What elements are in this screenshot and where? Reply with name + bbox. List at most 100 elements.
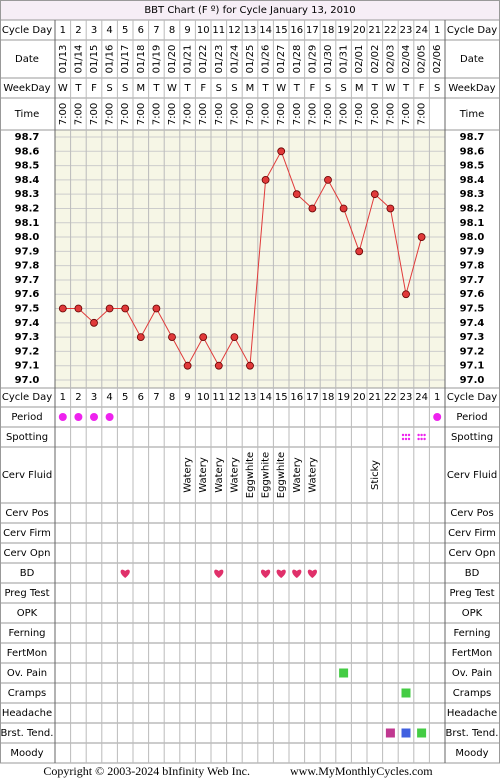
- time: 7:00: [401, 103, 412, 125]
- weekday: S: [106, 83, 112, 94]
- row-label: Date: [460, 54, 484, 65]
- row-label: Cycle Day: [447, 25, 497, 36]
- period-dot: [58, 413, 67, 421]
- weekday: F: [310, 83, 316, 94]
- cycle-day: 16: [290, 25, 303, 36]
- spot: [401, 433, 405, 437]
- weekday: M: [136, 83, 145, 94]
- date: 01/29: [307, 45, 318, 74]
- weekday: T: [152, 83, 160, 94]
- cycle-day: 3: [91, 25, 97, 36]
- cycle-day: 7: [153, 392, 159, 403]
- temp-point: [214, 361, 223, 370]
- date: 01/23: [214, 45, 225, 74]
- cycle-day: 21: [368, 25, 381, 36]
- row-label: Cerv Fluid: [447, 470, 497, 481]
- date: 01/28: [292, 45, 303, 74]
- cycle-day: 1: [60, 25, 66, 36]
- row-label: Spotting: [451, 432, 493, 443]
- spot: [423, 437, 426, 441]
- date: 02/06: [432, 45, 443, 74]
- weekday: T: [262, 83, 270, 94]
- row-label: OPK: [17, 608, 38, 619]
- row-label: Ferning: [8, 628, 45, 639]
- row-label: FertMon: [452, 648, 492, 659]
- weekday: T: [293, 83, 301, 94]
- temp-point: [152, 304, 161, 313]
- bd-heart: [260, 569, 271, 578]
- time: 7:00: [151, 103, 162, 125]
- weekday: S: [122, 83, 128, 94]
- chart-title: BBT Chart (F º) for Cycle January 13, 20…: [144, 5, 355, 16]
- temp-point: [58, 304, 67, 313]
- temp-point: [168, 333, 176, 342]
- time: 7:00: [323, 103, 334, 125]
- row-label: BD: [465, 568, 480, 579]
- row-label: Time: [14, 109, 39, 120]
- time: 7:00: [58, 103, 69, 125]
- y-tick-label: 97.1: [15, 361, 40, 372]
- cycle-day: 20: [353, 25, 366, 36]
- row-label: Cerv Opn: [449, 548, 496, 559]
- date: 02/03: [385, 45, 396, 74]
- weekday: S: [434, 83, 440, 94]
- time: 7:00: [417, 103, 428, 125]
- temp-point: [308, 204, 317, 213]
- y-tick-label: 97.3: [15, 332, 40, 343]
- row-label: Period: [11, 412, 42, 423]
- time: 7:00: [183, 103, 194, 125]
- row-label: Cerv Opn: [4, 548, 51, 559]
- weekday: M: [355, 83, 364, 94]
- date: 02/05: [417, 45, 428, 74]
- temp-point: [105, 304, 114, 313]
- cycle-day: 23: [400, 25, 413, 36]
- cycle-day: 14: [259, 25, 272, 36]
- footer-url[interactable]: www.MyMonthlyCycles.com: [290, 764, 433, 778]
- temp-point: [246, 361, 254, 370]
- time: 7:00: [385, 103, 396, 125]
- cycle-day: 2: [75, 25, 81, 36]
- row-label: Moody: [455, 748, 488, 759]
- time: 7:00: [136, 103, 147, 125]
- date: 01/20: [167, 45, 178, 74]
- row-label: Headache: [447, 708, 497, 719]
- date: 01/17: [120, 45, 131, 74]
- temp-point: [292, 190, 301, 199]
- weekday: F: [419, 83, 425, 94]
- row-label: Brst. Tend.: [446, 728, 499, 739]
- date: 01/24: [229, 45, 240, 74]
- spotting: [417, 433, 426, 441]
- temp-point: [230, 333, 239, 342]
- spot: [404, 433, 408, 437]
- cycle-day: 24: [415, 392, 428, 403]
- temp-point: [136, 333, 145, 342]
- weekday: W: [167, 83, 177, 94]
- cycle-day: 16: [290, 392, 303, 403]
- period-dot: [74, 413, 83, 421]
- row-label: WeekDay: [3, 83, 50, 94]
- cycle-day: 4: [106, 392, 112, 403]
- date: 01/31: [339, 45, 350, 74]
- spot: [417, 437, 420, 441]
- row-label: BD: [20, 568, 35, 579]
- y-tick-label: 97.0: [460, 375, 485, 386]
- cerv-fluid: Watery: [183, 457, 194, 493]
- cerv-fluid: Sticky: [370, 460, 381, 490]
- row-label: Preg Test: [449, 588, 494, 599]
- temp-area: [55, 130, 445, 388]
- row-label: Ov. Pain: [452, 668, 492, 679]
- cycle-day: 21: [368, 392, 381, 403]
- period-dot: [105, 413, 114, 421]
- temp-point: [277, 147, 286, 156]
- y-tick-label: 98.2: [460, 203, 485, 214]
- temp-point: [90, 318, 98, 327]
- row-label: Cycle Day: [2, 25, 52, 36]
- weekday: T: [402, 83, 410, 94]
- row-label: Ov. Pain: [7, 668, 47, 679]
- date: 02/02: [370, 45, 381, 74]
- bd-heart: [307, 569, 318, 578]
- spot: [407, 437, 411, 441]
- cycle-day: 15: [275, 392, 288, 403]
